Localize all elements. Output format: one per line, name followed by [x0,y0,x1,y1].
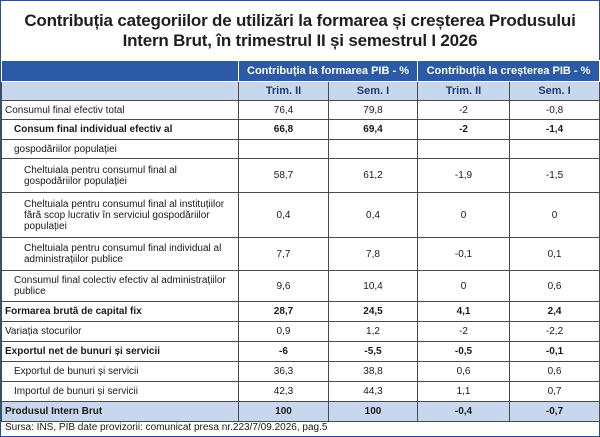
row-label: Variația stocurilor [1,321,239,342]
header-trim2-formation: Trim. II [238,81,329,101]
cell-value: -1,5 [509,158,600,193]
cell-value: 1,2 [327,321,419,342]
cell-value: 42,3 [238,381,329,402]
cell-value: 0 [417,270,511,302]
header-sem1-growth: Sem. I [509,81,600,101]
row-label: Cheltuiala pentru consumul final individ… [1,237,239,271]
cell-value: 4,1 [417,301,511,322]
cell-value: 100 [238,401,329,422]
cell-value [417,139,511,159]
cell-value: 24,5 [327,301,419,322]
cell-value: -0,4 [417,401,511,422]
contribution-table: Contribuția la formarea PIB - % Contribu… [1,60,600,422]
cell-value: -1,9 [417,158,511,193]
cell-value: 0,7 [509,381,600,402]
table-row: Importul de bunuri și servicii 42,3 44,3… [1,381,600,402]
cell-value: 58,7 [238,158,329,193]
cell-value: 7,8 [327,237,419,271]
cell-value: 61,2 [327,158,419,193]
row-label: Importul de bunuri și servicii [1,381,239,402]
table-row: Cheltuiala pentru consumul final individ… [1,237,600,271]
cell-value: 0,6 [417,361,511,382]
row-label: Cheltuiala pentru consumul final al gosp… [1,158,239,193]
table-row: Variația stocurilor 0,9 1,2 -2 -2,2 [1,321,600,342]
table-row: Consumul final colectiv efectiv al admin… [1,270,600,302]
header-sem1-formation: Sem. I [327,81,419,101]
cell-value: 38,8 [327,361,419,382]
row-label: Consumul final colectiv efectiv al admin… [1,270,239,302]
cell-value: 0,9 [238,321,329,342]
table-row: Formarea brută de capital fix 28,7 24,5 … [1,301,600,322]
cell-value: -2 [417,321,511,342]
row-label: Cheltuiala pentru consumul final al inst… [1,192,239,238]
cell-value: -0,1 [417,237,511,271]
row-label: Consum final individual efectiv al [1,119,239,140]
cell-value: 0,6 [509,270,600,302]
cell-value: -0,5 [417,341,511,362]
cell-value: -0,8 [509,100,600,120]
table-row: Cheltuiala pentru consumul final al gosp… [1,158,600,193]
cell-value: -2,2 [509,321,600,342]
cell-value: 66,8 [238,119,329,140]
row-label: gospodăriilor populației [1,139,239,159]
cell-value: 0,1 [509,237,600,271]
cell-value: 44,3 [327,381,419,402]
cell-value [327,139,419,159]
table-row: Exportul net de bunuri și servicii -6 -5… [1,341,600,362]
title-line-2: Intern Brut, în trimestrul II și semestr… [122,30,478,50]
table-row-total: Produsul Intern Brut 100 100 -0,4 -0,7 [1,401,600,422]
cell-value: 1,1 [417,381,511,402]
cell-value: 0,4 [327,192,419,238]
cell-value: 100 [327,401,419,422]
cell-value [509,139,600,159]
table-row: Consum final individual efectiv al 66,8 … [1,119,600,140]
page-title: Contribuția categoriilor de utilizări la… [1,1,599,60]
cell-value: -5,5 [327,341,419,362]
cell-value [238,139,329,159]
cell-value: 79,8 [327,100,419,120]
cell-value: -0,1 [509,341,600,362]
title-line-1: Contribuția categoriilor de utilizări la… [24,10,576,30]
cell-value: 0 [417,192,511,238]
row-label: Formarea brută de capital fix [1,301,239,322]
cell-value: -1,4 [509,119,600,140]
table-row: Consumul final efectiv total 76,4 79,8 -… [1,100,600,120]
cell-value: 0 [509,192,600,238]
cell-value: 0,4 [238,192,329,238]
header-trim2-growth: Trim. II [417,81,511,101]
table-row: gospodăriilor populației [1,139,600,159]
cell-value: 2,4 [509,301,600,322]
header-group-growth: Contribuția la creșterea PIB - % [417,60,600,82]
source-note: Sursa: INS, PIB date provizorii: comunic… [5,422,328,433]
header-corner [1,60,239,82]
cell-value: 76,4 [238,100,329,120]
cell-value: 69,4 [327,119,419,140]
cell-value: 36,3 [238,361,329,382]
cell-value: -0,7 [509,401,600,422]
cell-value: 9,6 [238,270,329,302]
header-group-formation: Contribuția la formarea PIB - % [237,60,419,82]
row-label: Exportul net de bunuri și servicii [1,341,239,362]
row-label: Produsul Intern Brut [1,401,239,422]
row-label: Consumul final efectiv total [1,100,239,120]
cell-value: -2 [417,100,511,120]
cell-value: -6 [238,341,329,362]
row-label: Exportul de bunuri și servicii [1,361,239,382]
cell-value: 10,4 [327,270,419,302]
cell-value: 0,6 [509,361,600,382]
cell-value: 7,7 [238,237,329,271]
header-corner-2 [1,81,239,101]
cell-value: -2 [417,119,511,140]
cell-value: 28,7 [238,301,329,322]
table-row: Cheltuiala pentru consumul final al inst… [1,192,600,238]
table-row: Exportul de bunuri și servicii 36,3 38,8… [1,361,600,382]
